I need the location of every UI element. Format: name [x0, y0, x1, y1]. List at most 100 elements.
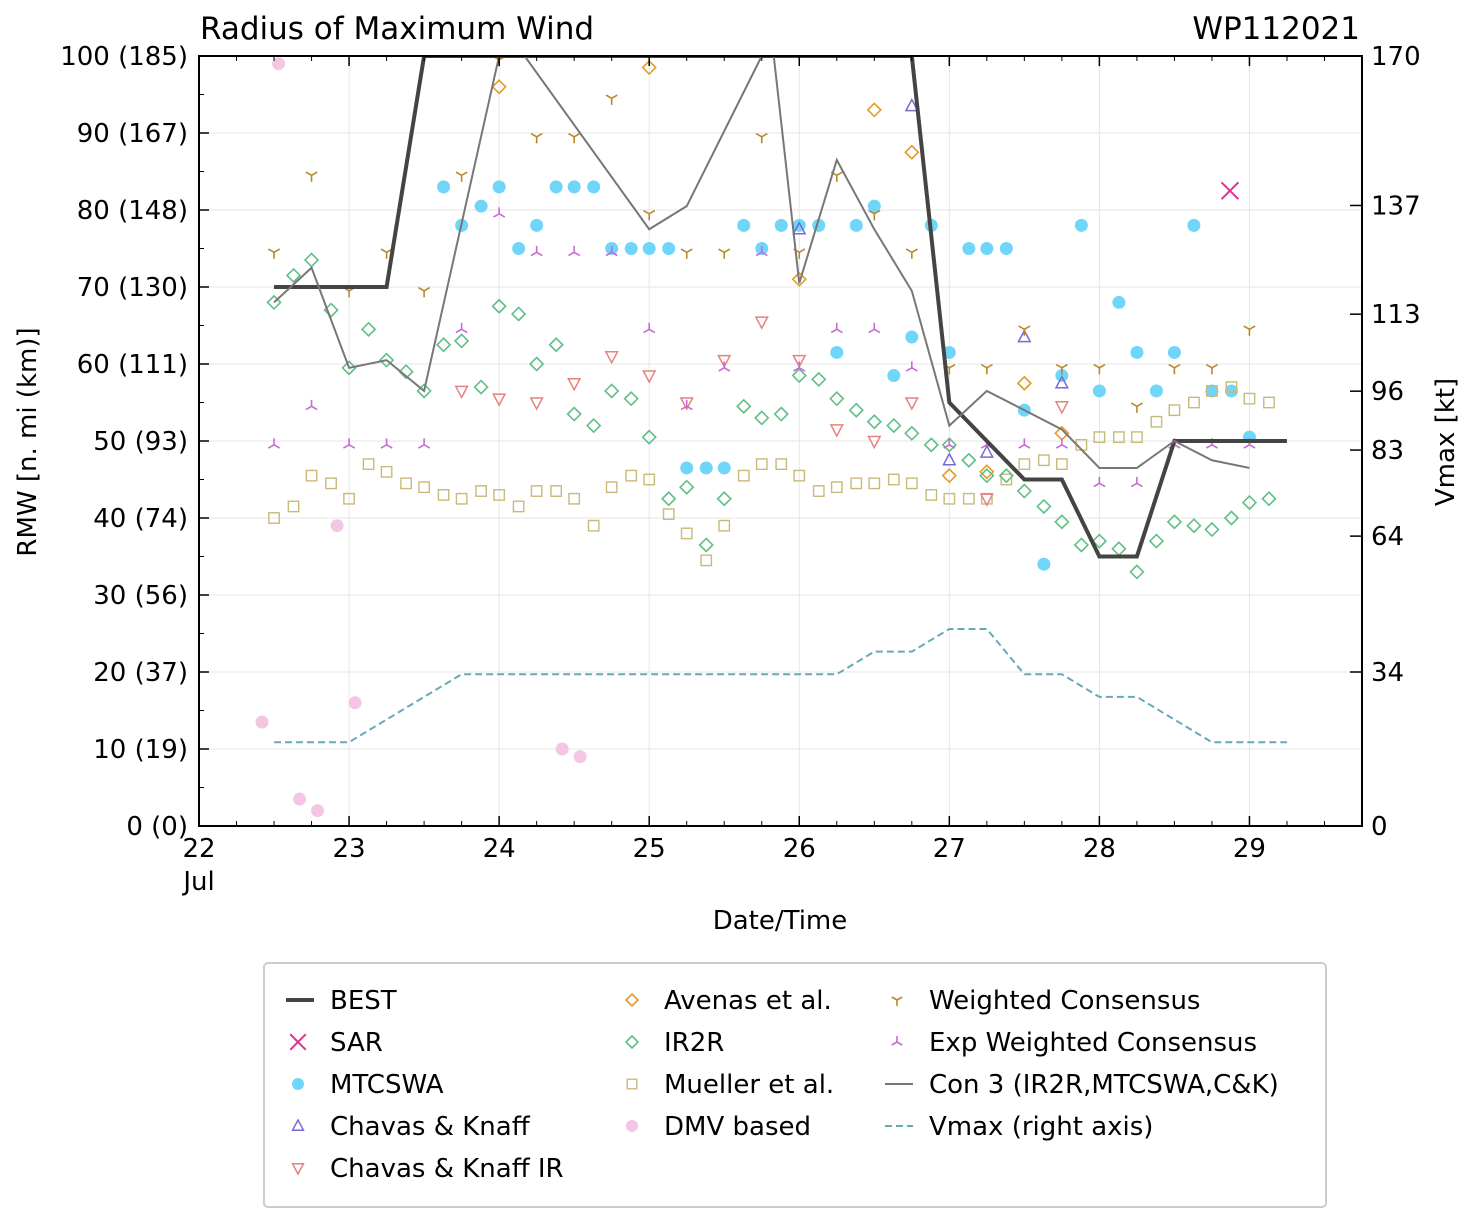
- point-ir2r: [604, 383, 620, 399]
- point-chavas-knaff-ir: [454, 385, 469, 400]
- legend-marker-chavas-knaff-ir: [291, 1163, 305, 1176]
- point-mueller-et-al: [1131, 431, 1143, 444]
- point-ir2r: [1241, 494, 1258, 511]
- y-tick-label: 40 (74): [93, 504, 188, 534]
- point-avenas-et-al: [641, 59, 657, 76]
- point-mtcswa: [980, 242, 994, 255]
- point-ir2r: [829, 391, 845, 407]
- point-chavas-knaff: [942, 452, 957, 466]
- legend-label-avenas-et-al: Avenas et al.: [664, 986, 832, 1016]
- point-mueller-et-al: [1112, 431, 1125, 444]
- point-mueller-et-al: [1018, 458, 1031, 470]
- series-line-con-3-ir2r-mtcswa-c-k: [273, 56, 1250, 469]
- point-mueller-et-al: [1055, 458, 1068, 470]
- y-axis-right-label: Vmax [kt]: [1431, 378, 1461, 506]
- axes: 22 23 24 25 26 27 28 29 Jul 0 (0) 10 (19) 20 (37) 30…: [60, 42, 1420, 897]
- point-chavas-knaff-ir: [567, 377, 582, 392]
- point-dmv-based: [348, 696, 362, 710]
- legend-label-chavas-knaff-ir: Chavas & Knaff IR: [330, 1154, 564, 1184]
- point-mtcswa: [1224, 384, 1238, 398]
- point-weighted-consensus: [1093, 363, 1106, 375]
- y-axis-label: RMW [n. mi (km)]: [13, 327, 43, 556]
- point-ir2r: [453, 333, 470, 349]
- point-ir2r: [511, 306, 527, 322]
- point-ir2r: [1111, 541, 1127, 557]
- point-mueller-et-al: [512, 500, 525, 513]
- point-exp-weighted-consensus: [305, 399, 318, 411]
- y-tick-label: 10 (19): [93, 735, 188, 765]
- point-sar: [1220, 181, 1240, 200]
- point-mtcswa: [1074, 218, 1088, 232]
- x-tick-label: 24: [483, 834, 516, 864]
- point-ir2r: [566, 406, 582, 422]
- point-mtcswa: [867, 199, 881, 213]
- x-axis-label: Date/Time: [713, 906, 848, 936]
- legend-label-dmv-based: DMV based: [664, 1112, 811, 1142]
- point-mueller-et-al: [643, 473, 656, 486]
- point-ir2r: [811, 371, 827, 388]
- point-chavas-knaff-ir: [679, 397, 694, 411]
- point-mueller-et-al: [812, 485, 825, 497]
- point-mueller-et-al: [1037, 454, 1050, 467]
- point-mueller-et-al: [325, 477, 337, 490]
- point-ir2r: [1204, 521, 1220, 538]
- point-ir2r: [773, 406, 789, 422]
- point-mueller-et-al: [943, 492, 956, 505]
- point-mtcswa: [437, 180, 451, 194]
- x-tick-label: 25: [633, 834, 666, 864]
- point-exp-weighted-consensus: [568, 245, 581, 257]
- y-tick-label: 90 (167): [77, 119, 188, 149]
- point-ir2r: [716, 491, 732, 507]
- point-mueller-et-al: [737, 469, 750, 482]
- y-tick-label: 100 (185): [60, 42, 188, 72]
- point-mueller-et-al: [1093, 431, 1106, 444]
- y-right-tick-label: 170: [1371, 42, 1421, 72]
- point-exp-weighted-consensus: [755, 245, 768, 257]
- point-mueller-et-al: [925, 489, 938, 501]
- point-exp-weighted-consensus: [793, 361, 806, 372]
- point-mueller-et-al: [418, 481, 430, 494]
- point-ir2r: [341, 360, 357, 376]
- point-mtcswa: [962, 242, 976, 255]
- point-chavas-knaff-ir: [829, 424, 844, 438]
- point-exp-weighted-consensus: [643, 322, 656, 334]
- point-exp-weighted-consensus: [1093, 476, 1106, 488]
- point-mueller-et-al: [605, 481, 618, 494]
- point-chavas-knaff: [979, 444, 994, 458]
- point-ir2r: [1129, 564, 1145, 580]
- point-chavas-knaff: [904, 97, 919, 112]
- x-tick-label: 22: [182, 834, 215, 864]
- point-mueller-et-al: [1000, 473, 1013, 486]
- point-exp-weighted-consensus: [905, 361, 918, 372]
- point-ir2r: [473, 379, 489, 395]
- legend-label-vmax-right-axis: Vmax (right axis): [929, 1112, 1153, 1142]
- point-mtcswa: [849, 218, 863, 232]
- point-mueller-et-al: [700, 554, 713, 567]
- point-mueller-et-al: [850, 477, 863, 490]
- point-weighted-consensus: [267, 248, 281, 259]
- legend-label-mueller-et-al: Mueller et al.: [664, 1070, 834, 1100]
- point-exp-weighted-consensus: [1055, 438, 1068, 449]
- point-mtcswa: [1112, 295, 1126, 309]
- point-dmv-based: [573, 750, 587, 764]
- series-line-best: [274, 56, 1287, 559]
- point-mueller-et-al: [755, 458, 768, 470]
- point-ir2r: [491, 298, 507, 314]
- legend: BEST SAR MTCSWA Chavas & Knaff Chavas & Knaf…: [263, 962, 1327, 1208]
- point-mueller-et-al: [362, 458, 375, 470]
- point-ir2r: [1073, 537, 1090, 553]
- point-mueller-et-al: [1243, 392, 1256, 405]
- point-ir2r: [641, 429, 657, 445]
- point-ir2r: [1261, 491, 1277, 507]
- point-dmv-based: [272, 57, 286, 71]
- point-dmv-based: [555, 742, 569, 756]
- legend-label-chavas-knaff: Chavas & Knaff: [330, 1112, 531, 1142]
- point-mueller-et-al: [1168, 404, 1181, 417]
- point-mtcswa: [624, 242, 638, 255]
- point-weighted-consensus: [1205, 363, 1218, 375]
- point-ir2r: [791, 367, 807, 384]
- point-chavas-knaff-ir: [717, 354, 732, 369]
- legend-label-best: BEST: [330, 986, 397, 1016]
- point-ir2r: [848, 402, 864, 418]
